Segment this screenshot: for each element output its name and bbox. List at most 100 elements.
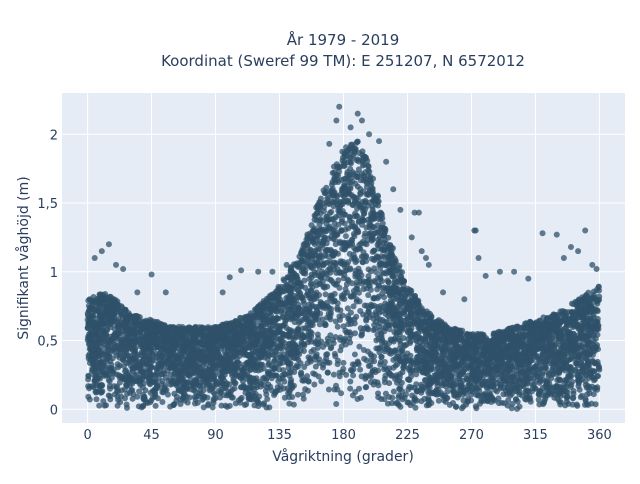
data-point <box>347 386 353 392</box>
data-point <box>280 323 286 329</box>
data-point <box>325 276 331 282</box>
data-point <box>479 398 485 404</box>
data-point <box>436 398 442 404</box>
data-point <box>359 332 365 338</box>
data-point <box>340 360 346 366</box>
data-point <box>352 389 358 395</box>
data-point <box>338 191 344 197</box>
data-point <box>375 390 381 396</box>
data-point <box>93 396 99 402</box>
data-point <box>122 368 128 374</box>
data-point <box>386 380 392 386</box>
data-point <box>118 310 124 316</box>
data-point <box>108 362 114 368</box>
data-point <box>374 286 380 292</box>
data-point <box>347 166 353 172</box>
data-point <box>381 325 387 331</box>
data-point <box>415 343 421 349</box>
data-point <box>274 373 280 379</box>
data-point <box>142 387 148 393</box>
data-point <box>394 380 400 386</box>
data-point <box>393 363 399 369</box>
data-point <box>97 314 103 320</box>
data-point <box>343 233 349 239</box>
data-point <box>367 363 373 369</box>
data-point <box>574 403 580 409</box>
data-point <box>279 346 285 352</box>
data-point <box>463 402 469 408</box>
data-point <box>379 354 385 360</box>
data-point <box>311 382 317 388</box>
data-point <box>357 367 363 373</box>
data-point <box>357 308 363 314</box>
data-point <box>325 369 331 375</box>
data-point <box>311 272 317 278</box>
data-point <box>137 382 143 388</box>
data-point <box>552 345 558 351</box>
data-point <box>391 389 397 395</box>
data-point <box>363 384 369 390</box>
data-point <box>596 365 602 371</box>
data-point <box>118 393 124 399</box>
data-point <box>356 344 362 350</box>
data-point <box>352 351 358 357</box>
data-point <box>375 382 381 388</box>
data-point <box>341 296 347 302</box>
data-point <box>355 139 361 145</box>
data-point <box>341 291 347 297</box>
data-point <box>115 364 121 370</box>
data-point <box>361 356 367 362</box>
data-point <box>100 398 106 404</box>
data-point <box>277 360 283 366</box>
data-point <box>295 392 301 398</box>
data-point <box>312 217 318 223</box>
data-point <box>136 388 142 394</box>
data-point <box>339 246 345 252</box>
data-point <box>328 306 334 312</box>
data-point <box>389 395 395 401</box>
data-point <box>326 386 332 392</box>
data-point <box>407 340 413 346</box>
data-point <box>393 258 399 264</box>
data-point <box>165 392 171 398</box>
data-point <box>286 401 292 407</box>
data-point <box>220 381 226 387</box>
data-point <box>224 392 230 398</box>
data-point <box>550 364 556 370</box>
data-point <box>371 265 377 271</box>
data-point <box>360 162 366 168</box>
data-point <box>331 340 337 346</box>
data-point <box>121 363 127 369</box>
data-point <box>85 394 91 400</box>
data-point <box>382 348 388 354</box>
data-point <box>313 295 319 301</box>
data-point <box>210 397 216 403</box>
data-point <box>365 191 371 197</box>
data-point <box>347 379 353 385</box>
data-point <box>365 292 371 298</box>
data-point <box>120 357 126 363</box>
data-point <box>333 401 339 407</box>
data-point <box>328 209 334 215</box>
data-point <box>353 314 359 320</box>
data-point <box>160 387 166 393</box>
data-point <box>295 364 301 370</box>
data-point <box>272 390 278 396</box>
data-point <box>351 288 357 294</box>
data-point <box>300 391 306 397</box>
data-point <box>371 278 377 284</box>
data-point <box>316 374 322 380</box>
data-point <box>341 176 347 182</box>
data-point <box>276 337 282 343</box>
data-point <box>385 277 391 283</box>
data-point <box>96 403 102 409</box>
data-point <box>536 397 542 403</box>
data-point <box>134 371 140 377</box>
data-point <box>383 391 389 397</box>
data-point <box>387 348 393 354</box>
data-point <box>264 396 270 402</box>
data-point <box>405 315 411 321</box>
data-point <box>168 377 174 383</box>
data-point <box>331 372 337 378</box>
